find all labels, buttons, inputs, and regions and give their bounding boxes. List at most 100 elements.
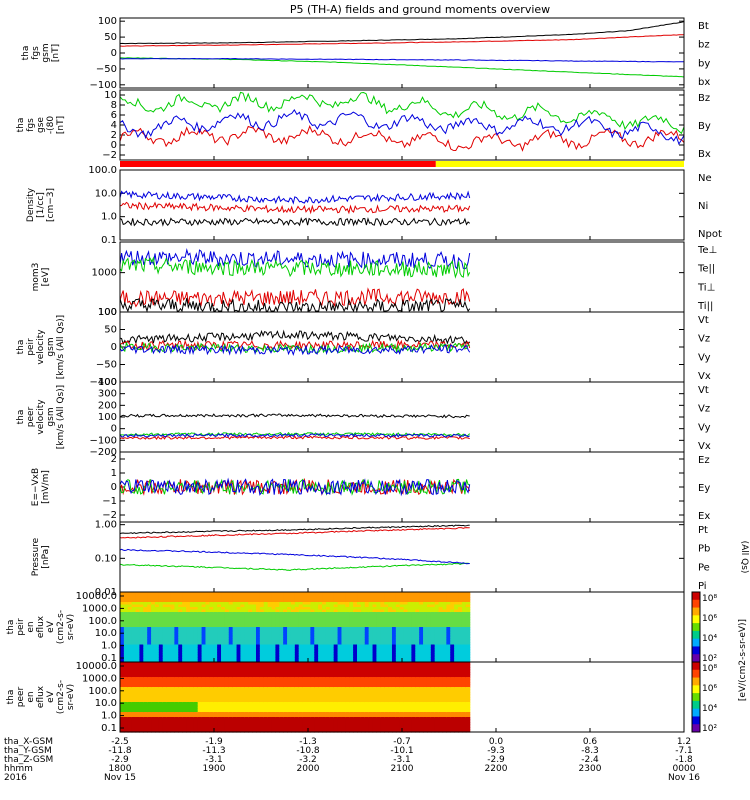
heatmap-cell <box>259 702 265 706</box>
heatmap-cell <box>287 677 292 681</box>
heatmap-cell <box>224 687 230 691</box>
heatmap-cell <box>337 679 343 683</box>
heatmap-cell <box>306 682 311 686</box>
heatmap-cell <box>298 724 304 728</box>
heatmap-cell <box>205 667 210 671</box>
heatmap-cell <box>224 609 230 613</box>
heatmap-cell <box>322 654 327 658</box>
heatmap-cell <box>170 667 175 671</box>
heatmap-cell <box>388 712 393 716</box>
heatmap-cell <box>403 612 409 616</box>
heatmap-cell <box>170 694 175 698</box>
ytick-label: 300 <box>98 389 117 400</box>
ytick-label: 0 <box>111 482 117 493</box>
heatmap-cell <box>294 597 300 601</box>
heatmap-cell <box>360 597 366 601</box>
heatmap-cell <box>143 657 148 661</box>
panel-frame <box>119 521 685 593</box>
heatmap-cell <box>151 622 156 626</box>
heatmap-cell <box>384 714 389 718</box>
heatmap-cell <box>127 664 133 668</box>
heatmap-cell <box>162 597 168 601</box>
ylabel-line: mom3 <box>31 263 41 292</box>
heatmap-cell <box>322 679 327 683</box>
heatmap-cell <box>322 724 327 728</box>
heatmap-cell <box>357 627 362 631</box>
heatmap-cell <box>450 654 455 658</box>
heatmap-cell <box>197 629 203 633</box>
heatmap-cell <box>120 669 125 673</box>
heatmap-cell <box>263 629 269 633</box>
heatmap-cell <box>232 677 238 681</box>
heatmap-cell <box>333 632 339 636</box>
heatmap-cell <box>279 664 284 668</box>
legend-label: Vt <box>698 315 709 326</box>
series-line-Ni <box>119 217 471 227</box>
heatmap-cell <box>442 602 447 606</box>
heatmap-cell <box>306 647 311 651</box>
heatmap-cell <box>458 637 463 641</box>
ylabel-line: [eV] <box>41 268 51 287</box>
heatmap-cell <box>310 649 315 653</box>
heatmap-cell <box>290 599 296 603</box>
heatmap-cell <box>290 607 296 611</box>
heatmap-cell <box>228 707 234 711</box>
heatmap-cell <box>255 712 261 716</box>
heatmap-cell <box>255 622 261 626</box>
heatmap-cell <box>360 642 366 646</box>
heatmap-cell <box>426 627 432 631</box>
heatmap-cell <box>384 597 389 601</box>
heatmap-cell <box>345 687 350 691</box>
heatmap-cell <box>306 722 311 726</box>
heatmap-cell <box>399 647 405 651</box>
heatmap-cell <box>201 697 207 701</box>
legend-label: bz <box>698 40 710 51</box>
heatmap-cell <box>399 699 405 703</box>
heatmap-cell <box>345 727 350 731</box>
heatmap-cell <box>461 619 467 623</box>
heatmap-cell <box>248 669 253 673</box>
heatmap-cell <box>290 597 296 601</box>
heatmap-cell <box>154 719 160 723</box>
heatmap-cell <box>279 709 284 713</box>
heatmap-cell <box>403 624 409 628</box>
heatmap-cell <box>302 717 308 721</box>
heatmap-cell <box>236 622 242 626</box>
heatmap-cell <box>294 679 300 683</box>
heatmap-cell <box>384 642 389 646</box>
heatmap-cell <box>143 607 148 611</box>
heatmap-cell <box>228 644 234 648</box>
heatmap-cell <box>399 679 405 683</box>
heatmap-cell <box>135 669 141 673</box>
heatmap-cell <box>411 657 416 661</box>
heatmap-cell <box>438 607 444 611</box>
heatmap-cell <box>415 597 420 601</box>
heatmap-cell <box>131 727 137 731</box>
heatmap-cell <box>123 624 129 628</box>
heatmap-cell <box>209 602 214 606</box>
heatmap-cell <box>294 637 300 641</box>
heatmap-cell <box>123 622 129 626</box>
heatmap-cell <box>287 669 292 673</box>
heatmap-cell <box>333 699 339 703</box>
heatmap-cell <box>151 604 156 608</box>
heatmap-cell <box>174 659 179 663</box>
series-line-Vz <box>119 435 470 440</box>
heatmap-cell <box>213 617 218 621</box>
heatmap-cell <box>248 644 253 648</box>
heatmap-cell <box>228 617 234 621</box>
heatmap-cell <box>209 604 214 608</box>
heatmap-cell <box>213 592 218 596</box>
heatmap-cell <box>197 652 203 656</box>
heatmap-cell <box>248 714 253 718</box>
heatmap-cell <box>139 637 144 641</box>
heatmap-cell <box>228 667 234 671</box>
heatmap-cell <box>275 704 280 708</box>
heatmap-cell <box>430 644 436 648</box>
heatmap-cell <box>364 662 370 666</box>
heatmap-cell <box>123 667 129 671</box>
heatmap-cell <box>197 702 203 706</box>
heatmap-cell <box>127 667 133 671</box>
heatmap-cell <box>228 642 234 646</box>
heatmap-cell <box>186 627 191 631</box>
